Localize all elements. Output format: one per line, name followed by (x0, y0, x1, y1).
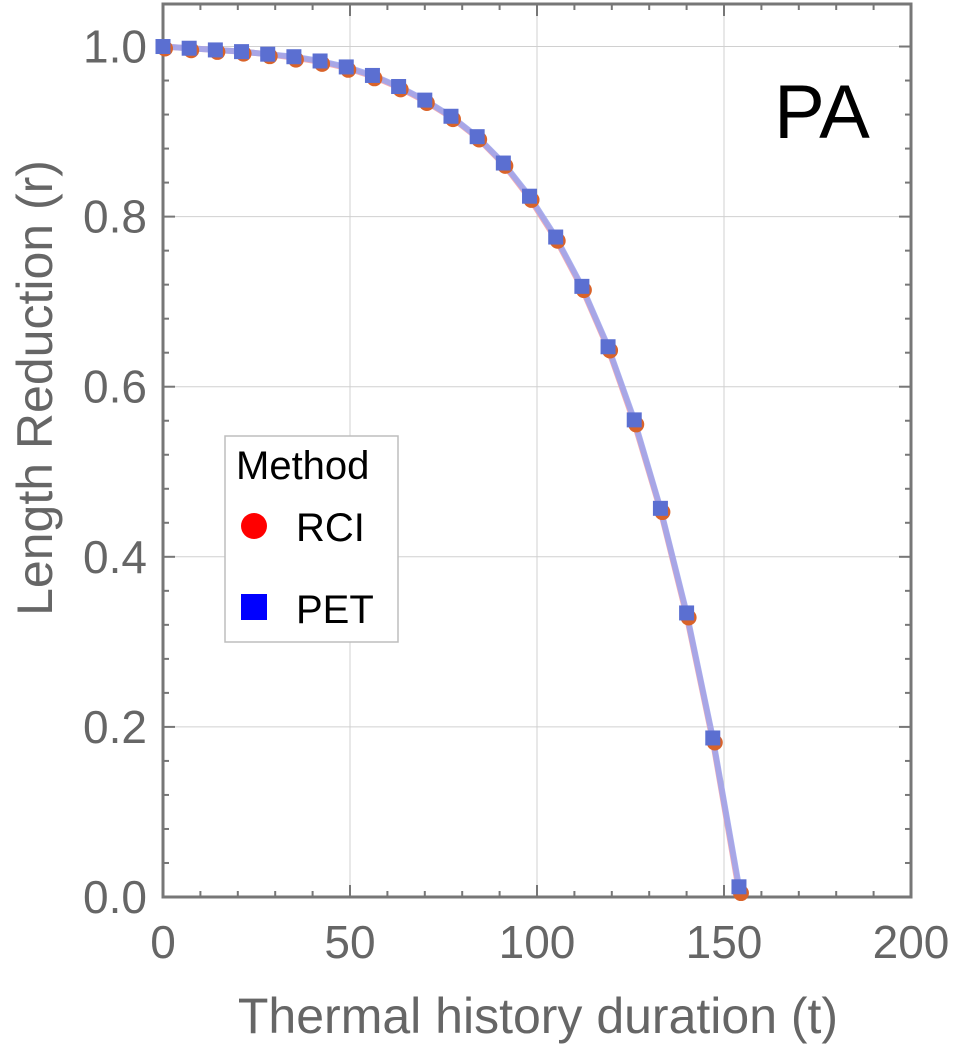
legend-label-pet: PET (296, 588, 374, 632)
legend-label-rci: RCI (296, 506, 365, 550)
x-tick-label: 0 (150, 916, 176, 968)
data-point-pet (312, 53, 328, 69)
data-point-pet (260, 46, 276, 62)
x-tick-label: 200 (873, 916, 950, 968)
data-point-pet (705, 730, 721, 746)
x-tick-label: 100 (499, 916, 576, 968)
data-point-pet (600, 339, 616, 355)
panel-label: PA (774, 70, 870, 155)
data-point-pet (626, 412, 642, 428)
data-point-pet (548, 229, 564, 245)
data-point-pet (417, 92, 433, 108)
legend-title: Method (236, 444, 369, 488)
x-tick-label: 50 (324, 916, 375, 968)
x-tick-labels: 0 50 100 150 200 (150, 916, 949, 968)
x-axis-label: Thermal history duration (t) (238, 988, 838, 1044)
data-point-pet (731, 879, 747, 895)
series-layer (155, 39, 749, 902)
tick-marks (162, 4, 912, 898)
data-point-pet (207, 42, 223, 58)
y-tick-label: 1.0 (83, 21, 147, 73)
y-tick-label: 0.8 (83, 191, 147, 243)
data-point-pet (286, 49, 302, 65)
data-point-pet (364, 67, 380, 83)
data-point-pet (522, 188, 538, 204)
data-point-pet (652, 500, 668, 516)
y-tick-labels: 0.0 0.2 0.4 0.6 0.8 1.0 (83, 21, 147, 923)
data-point-pet (391, 78, 407, 94)
data-point-pet (574, 278, 590, 294)
data-point-pet (155, 39, 171, 55)
data-point-pet (469, 129, 485, 145)
data-point-pet (181, 40, 197, 56)
legend-marker-rci (241, 513, 267, 539)
data-point-pet (679, 605, 695, 621)
legend-marker-pet (241, 594, 267, 620)
y-axis-label: Length Reduction (r) (7, 160, 63, 616)
y-tick-label: 0.4 (83, 531, 147, 583)
y-tick-label: 0.0 (83, 871, 147, 923)
data-point-pet (443, 108, 459, 124)
legend: Method RCI PET (224, 435, 399, 643)
data-point-pet (495, 155, 511, 171)
y-tick-label: 0.6 (83, 361, 147, 413)
data-point-pet (234, 44, 250, 60)
data-point-pet (338, 59, 354, 75)
y-tick-label: 0.2 (83, 701, 147, 753)
x-tick-label: 150 (686, 916, 763, 968)
